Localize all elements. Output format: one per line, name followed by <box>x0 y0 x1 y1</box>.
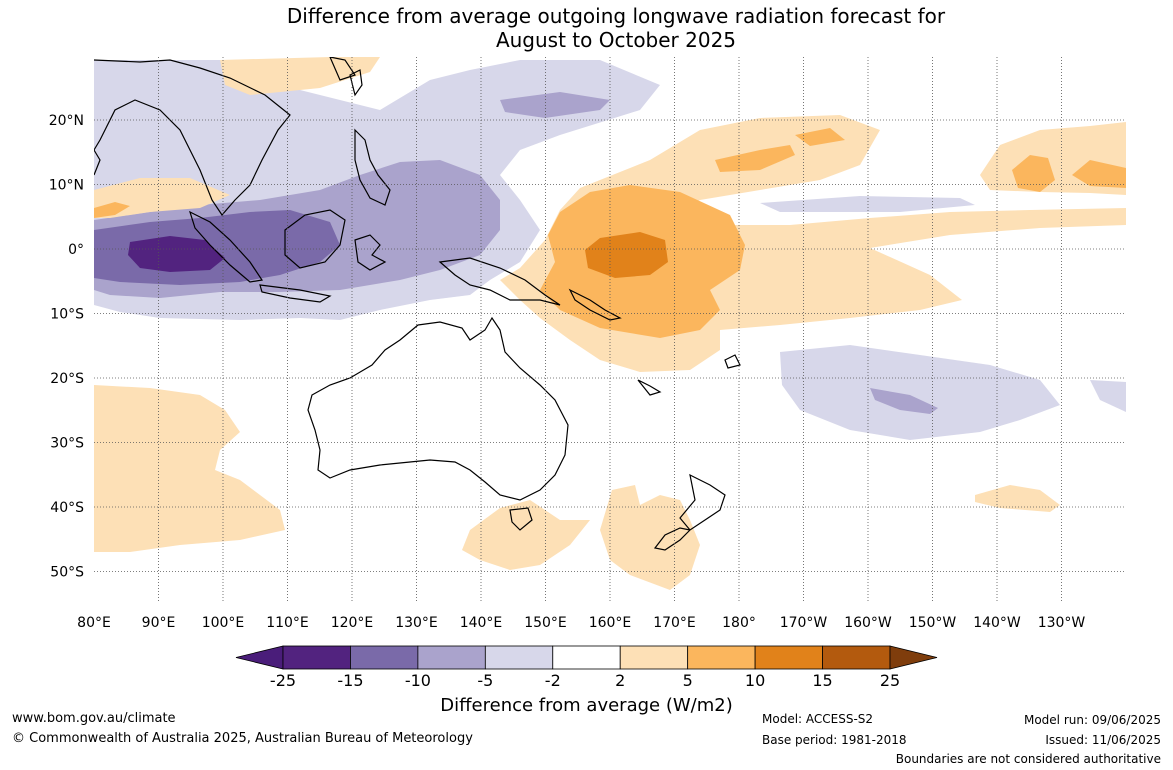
anomaly-region-light-purple-south <box>870 388 938 414</box>
colorbar-tick-label: 15 <box>812 671 832 690</box>
longitude-label: 80°E <box>77 615 111 631</box>
colorbar-swatch <box>417 645 486 670</box>
colorbar-min-arrow <box>235 645 284 670</box>
japan-outline <box>329 57 356 81</box>
latitude-label: 20°N <box>49 113 84 129</box>
colorbar-tick-label: -25 <box>270 671 296 690</box>
coastlines <box>94 57 741 551</box>
tasmania-outline <box>509 507 533 531</box>
title-line-1: Difference from average outgoing longwav… <box>286 4 946 28</box>
longitude-label: 160°W <box>844 615 892 631</box>
colorbar-tick-labels: -25 -15 -10 -5 -2 2 5 10 15 25 <box>270 671 900 690</box>
colorbar-swatch <box>282 645 351 670</box>
colorbar-tick-label: 10 <box>745 671 765 690</box>
longitude-label: 110°E <box>266 615 309 631</box>
longitude-label: 180° <box>722 615 756 631</box>
colorbar-swatch <box>754 645 823 670</box>
latitude-label: 40°S <box>50 500 84 516</box>
longitude-label: 150°W <box>909 615 957 631</box>
anomaly-region-pale-purple-band <box>760 196 975 212</box>
fiji-outline <box>724 354 741 369</box>
colorbar-tick-label: 25 <box>880 671 900 690</box>
colorbar-swatch <box>552 645 621 670</box>
anomaly-region-strong-purple <box>128 236 225 272</box>
title-line-2: August to October 2025 <box>495 28 737 52</box>
longitude-label: 150°E <box>524 615 567 631</box>
latitude-label: 10°N <box>49 178 84 194</box>
latitude-label: 0° <box>68 242 84 258</box>
india-outline <box>94 149 101 176</box>
anomaly-region-mid-orange <box>585 232 668 278</box>
latitude-label: 30°S <box>50 436 84 452</box>
longitude-label: 130°E <box>395 615 438 631</box>
mainland-asia-outline <box>94 59 291 216</box>
anomaly-region-pale-purple-south <box>780 345 1060 440</box>
anomaly-region-light-orange-bay <box>94 202 130 218</box>
sumatra-outline <box>189 210 264 283</box>
longitude-label: 160°E <box>589 615 632 631</box>
anomaly-region-pale-orange-north <box>220 57 380 95</box>
latitude-label: 50°S <box>50 565 84 581</box>
colorbar-tick-label: -15 <box>337 671 363 690</box>
colorbar-max-arrow <box>889 645 938 670</box>
java-outline <box>259 284 332 303</box>
map-title: Difference from average outgoing longwav… <box>0 4 1173 52</box>
colorbar-swatch <box>822 645 891 670</box>
anomaly-region-pale-purple-east <box>1090 380 1126 412</box>
colorbar-tick-label: 2 <box>615 671 625 690</box>
issued-date: Issued: 11/06/2025 <box>1045 733 1161 747</box>
colorbar-tick-label: -10 <box>405 671 431 690</box>
model-name: Model: ACCESS-S2 <box>762 712 874 726</box>
website-link[interactable]: www.bom.gov.au/climate <box>12 711 176 726</box>
longitude-label: 140°E <box>460 615 503 631</box>
colorbar <box>235 645 938 670</box>
anomaly-shading <box>94 57 1126 590</box>
colorbar-swatch <box>619 645 689 670</box>
boundaries-disclaimer: Boundaries are not considered authoritat… <box>895 752 1161 766</box>
anomaly-region-pale-orange-southwest <box>94 385 285 552</box>
colorbar-swatch <box>687 645 756 670</box>
latitude-label: 20°S <box>50 371 84 387</box>
longitude-label: 170°E <box>653 615 696 631</box>
anomaly-region-pale-orange-nz <box>600 485 700 590</box>
colorbar-label: Difference from average (W/m2) <box>440 695 733 716</box>
colorbar-tick-label: -2 <box>545 671 561 690</box>
longitude-label: 140°W <box>973 615 1021 631</box>
longitude-labels: 80°E 90°E 100°E 110°E 120°E 130°E 140°E 150°E 16… <box>77 615 1085 631</box>
new-zealand-outline <box>653 473 726 551</box>
anomaly-region-light-orange-northeast <box>1012 155 1055 192</box>
anomaly-region-light-orange-east <box>1072 160 1126 188</box>
anomaly-region-light-orange-north2 <box>795 128 845 146</box>
borneo-outline <box>284 209 346 269</box>
latitude-labels: 20°N 10°N 0° 10°S 20°S 30°S 40°S 50°S <box>49 113 84 581</box>
philippines-outline <box>354 128 391 206</box>
sulawesi-outline <box>354 234 387 271</box>
longitude-label: 120°E <box>331 615 374 631</box>
colorbar-tick-label: -5 <box>477 671 493 690</box>
longitude-label: 100°E <box>202 615 245 631</box>
new-guinea-outline <box>438 257 561 306</box>
longitude-label: 170°W <box>780 615 828 631</box>
base-period: Base period: 1981-2018 <box>762 733 907 747</box>
anomaly-region-pale-orange-bay <box>94 178 230 218</box>
solomon-islands-outline <box>568 288 622 321</box>
australia-outline <box>307 316 569 501</box>
anomaly-region-pale-orange-east <box>975 485 1060 512</box>
colorbar-swatch <box>350 645 419 670</box>
taiwan-outline <box>349 69 363 97</box>
longitude-label: 130°W <box>1038 615 1086 631</box>
copyright-text: © Commonwealth of Australia 2025, Austra… <box>12 731 473 746</box>
colorbar-tick-label: 5 <box>683 671 693 690</box>
latitude-label: 10°S <box>50 307 84 323</box>
anomaly-region-light-orange-north <box>715 145 795 172</box>
longitude-label: 90°E <box>142 615 176 631</box>
anomaly-region-pale-orange-tasman <box>462 500 590 570</box>
new-caledonia-outline <box>637 379 662 396</box>
model-run-date: Model run: 09/06/2025 <box>1023 713 1161 727</box>
anomaly-region-light-purple-north <box>500 92 610 118</box>
graticule <box>94 57 1126 603</box>
colorbar-swatch <box>484 645 554 670</box>
